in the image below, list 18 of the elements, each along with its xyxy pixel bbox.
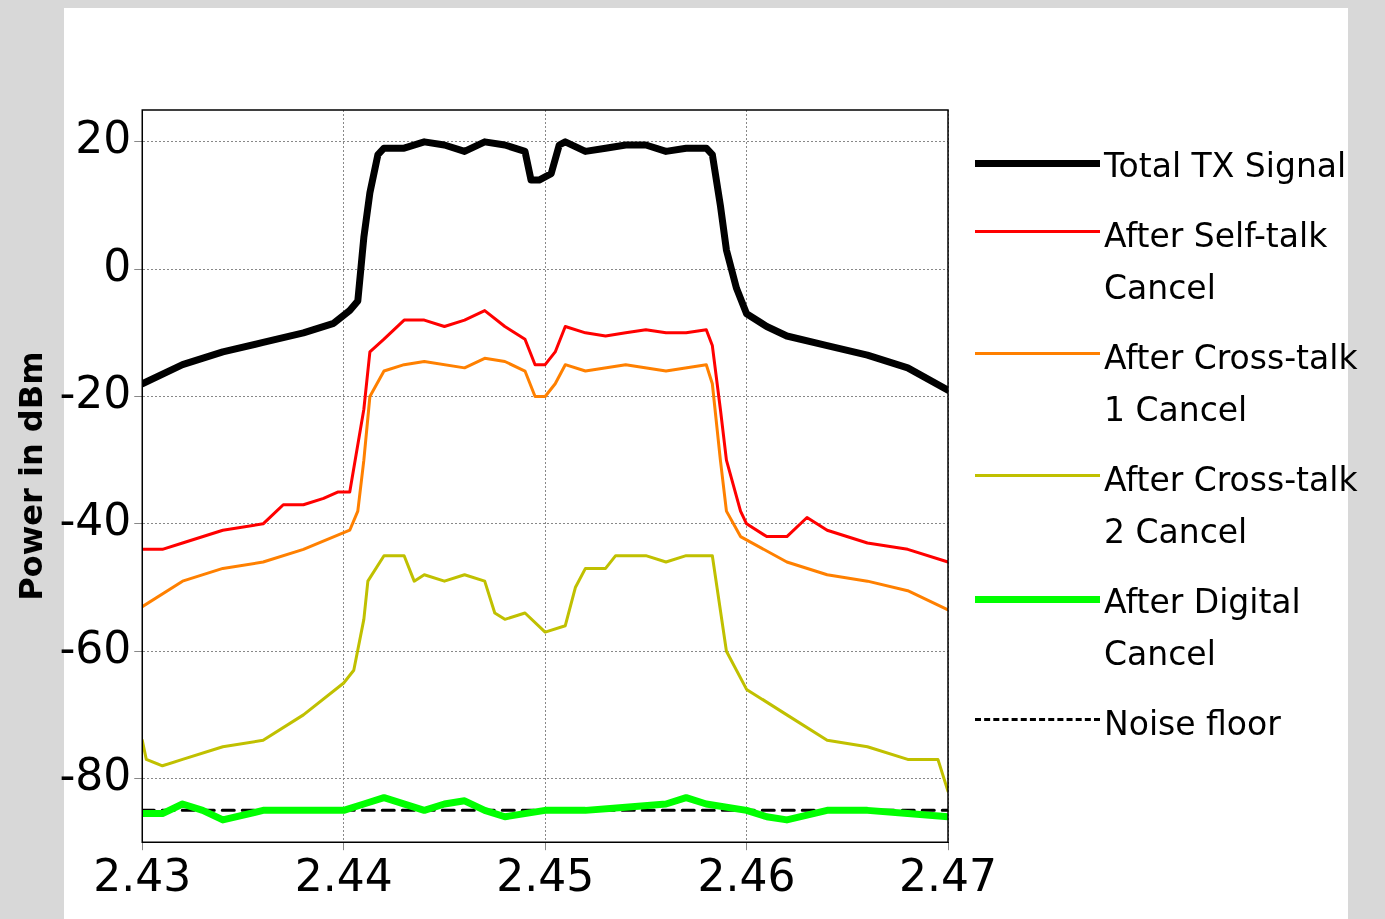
y-axis-title: Power in dBm bbox=[11, 351, 50, 601]
x-tick-label: 2.47 bbox=[899, 850, 997, 902]
x-tick-label: 2.43 bbox=[93, 850, 192, 902]
legend-label: After Self-talk Cancel bbox=[1104, 215, 1329, 309]
legend-label: After Cross-talk 2 Cancel bbox=[1104, 459, 1359, 553]
legend-label: Noise floor bbox=[1104, 703, 1282, 745]
y-tick-label: -40 bbox=[59, 494, 132, 546]
legend-label: After Cross-talk 1 Cancel bbox=[1104, 337, 1359, 431]
x-tick-label: 2.45 bbox=[496, 850, 595, 902]
y-tick-label: -60 bbox=[59, 621, 132, 673]
x-tick-label: 2.44 bbox=[294, 850, 393, 902]
legend-label: Total TX Signal bbox=[1104, 145, 1348, 187]
y-tick-label: -80 bbox=[59, 748, 132, 800]
x-tick-label: 2.46 bbox=[697, 850, 796, 902]
y-tick-label: 0 bbox=[103, 239, 132, 291]
legend-label: After Digital Cancel bbox=[1104, 581, 1302, 675]
y-tick-label: 20 bbox=[75, 112, 132, 164]
y-tick-label: -20 bbox=[59, 366, 132, 418]
